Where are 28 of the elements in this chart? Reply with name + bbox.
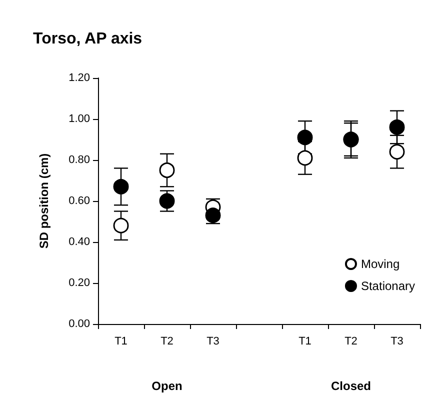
- legend-label: Stationary: [360, 279, 415, 293]
- chart-title: Torso, AP axis: [33, 30, 142, 48]
- legend-label: Moving: [360, 257, 400, 271]
- point: [205, 208, 221, 224]
- y-tick-label: 1.20: [68, 72, 90, 84]
- point: [297, 130, 313, 146]
- x-tick-label: T2: [344, 336, 358, 348]
- y-axis-title: SD position (cm): [37, 153, 51, 249]
- y-tick-label: 0.80: [68, 154, 90, 166]
- point: [297, 150, 313, 166]
- y-tick-label: 0.60: [68, 195, 90, 207]
- x-tick-label: T1: [114, 336, 128, 348]
- y-tick-label: 0.40: [68, 236, 90, 248]
- y-tick-label: 1.00: [68, 113, 90, 125]
- text: Closed: [330, 379, 372, 393]
- y-tick-label: 0.00: [68, 318, 90, 330]
- point: [159, 193, 175, 209]
- point: [159, 162, 175, 178]
- point: [389, 144, 405, 160]
- y-tick-label: 0.20: [68, 277, 90, 289]
- point: [389, 119, 405, 135]
- point: [113, 218, 129, 234]
- point: [113, 178, 129, 194]
- x-tick-label: T1: [298, 336, 312, 348]
- text: Open: [152, 379, 182, 393]
- x-tick-label: T3: [206, 336, 220, 348]
- x-tick-label: T2: [160, 336, 174, 348]
- x-tick-label: T3: [390, 336, 404, 348]
